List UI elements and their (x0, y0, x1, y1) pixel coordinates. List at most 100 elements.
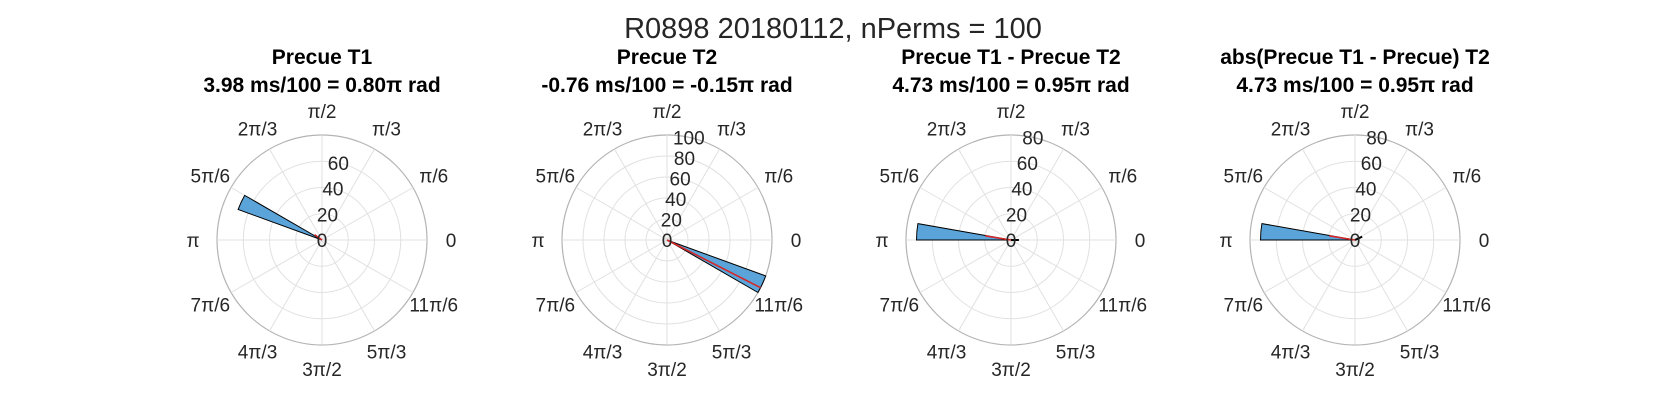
theta-tick-label: 2π/3 (583, 119, 623, 140)
theta-tick-label: 0 (1479, 231, 1490, 252)
r-tick-label: 60 (1017, 154, 1038, 175)
theta-tick-label: π/3 (717, 119, 746, 140)
theta-tick-label: 4π/3 (583, 343, 623, 364)
grid-spoke (958, 239, 1012, 332)
theta-tick-label: 11π/6 (1442, 296, 1491, 317)
r-tick-label: 20 (661, 210, 682, 231)
grid-spoke (614, 148, 668, 241)
theta-tick-label: π/3 (372, 119, 401, 140)
theta-tick-label: 5π/3 (1056, 343, 1096, 364)
mean-resultant-line (984, 235, 1012, 241)
grid-spoke (666, 148, 720, 241)
theta-tick-label: 5π/6 (1224, 167, 1264, 188)
theta-tick-label: π/2 (1341, 102, 1370, 123)
r-tick-label: 0 (1006, 231, 1017, 252)
theta-tick-label: π (1219, 231, 1232, 252)
grid-spoke (269, 148, 323, 241)
panel-title: abs(Precue T1 - Precue) T2 (1220, 46, 1490, 69)
grid-spoke (666, 187, 759, 241)
polar-panel-2: Precue T2-0.76 ms/100 = -0.15π rad020406… (531, 46, 803, 381)
r-tick-label: 80 (1022, 128, 1043, 149)
panel-subtitle: 4.73 ms/100 = 0.95π rad (892, 74, 1129, 97)
theta-tick-label: π/3 (1405, 119, 1434, 140)
r-tick-label: 20 (1350, 205, 1371, 226)
r-tick-label: 40 (1011, 180, 1032, 201)
mean-resultant-line (666, 239, 761, 289)
theta-tick-label: π (186, 231, 199, 252)
grid-spoke (321, 187, 414, 241)
theta-tick-label: π/3 (1061, 119, 1090, 140)
theta-tick-label: 5π/3 (1400, 343, 1440, 364)
grid-spoke (1354, 239, 1408, 332)
grid-spoke (1010, 239, 1103, 293)
panel-subtitle: 3.98 ms/100 = 0.80π rad (203, 74, 440, 97)
polar-panel-1: Precue T1 3.98 ms/100 = 0.80π rad 0 20 40 60 0… (186, 46, 458, 381)
theta-tick-label: 7π/6 (536, 296, 576, 317)
polar-panel-4: abs(Precue T1 - Precue) T2 4.73 ms/100 = … (1219, 46, 1491, 381)
theta-tick-label: π (875, 231, 888, 252)
theta-tick-label: 3π/2 (1335, 360, 1375, 381)
theta-tick-label: 11π/6 (754, 296, 803, 317)
theta-tick-label: 0 (446, 231, 457, 252)
grid-spoke (1354, 239, 1447, 293)
r-tick-label: 20 (317, 205, 338, 226)
theta-tick-label: 2π/3 (238, 119, 278, 140)
theta-tick-label: π/2 (997, 102, 1026, 123)
theta-tick-label: 11π/6 (409, 296, 458, 317)
r-tick-label: 60 (1361, 154, 1382, 175)
grid-spoke (1263, 239, 1356, 293)
theta-tick-label: 3π/2 (991, 360, 1031, 381)
r-tick-label: 60 (328, 154, 349, 175)
theta-tick-label: π/6 (1452, 167, 1481, 188)
theta-tick-label: 7π/6 (1224, 296, 1264, 317)
grid-spoke (919, 239, 1012, 293)
r-tick-label: 100 (673, 128, 705, 149)
theta-tick-label: 0 (1135, 231, 1146, 252)
r-tick-label: 20 (1006, 205, 1027, 226)
grid-spoke (1302, 148, 1356, 241)
theta-tick-label: 2π/3 (1271, 119, 1311, 140)
theta-tick-label: π/6 (764, 167, 793, 188)
theta-tick-label: π/2 (308, 102, 337, 123)
r-tick-label: 60 (670, 169, 691, 190)
r-tick-label: 80 (1366, 128, 1387, 149)
polar-panels: Precue T13.98 ms/100 = 0.80π rad02040600… (186, 46, 1491, 381)
grid-spoke (1263, 187, 1356, 241)
theta-tick-label: 11π/6 (1098, 296, 1147, 317)
theta-tick-label: 5π/6 (880, 167, 920, 188)
grid-spoke (1010, 148, 1064, 241)
theta-tick-label: 4π/3 (927, 343, 967, 364)
r-tick-label: 0 (1350, 231, 1361, 252)
panel-title: Precue T2 (617, 46, 717, 69)
theta-tick-label: 5π/3 (367, 343, 407, 364)
theta-tick-label: π/6 (419, 167, 448, 188)
theta-tick-label: 3π/2 (302, 360, 342, 381)
panel-title: Precue T1 - Precue T2 (901, 46, 1120, 69)
grid-spoke (230, 239, 323, 293)
grid-spoke (958, 148, 1012, 241)
histogram-bin (237, 194, 323, 241)
grid-spoke (1302, 239, 1356, 332)
theta-tick-label: 3π/2 (647, 360, 687, 381)
mean-resultant-line (314, 233, 323, 241)
panel-title: Precue T1 (272, 46, 373, 69)
grid-spoke (1354, 187, 1447, 241)
r-tick-label: 80 (674, 149, 695, 170)
theta-tick-label: 2π/3 (927, 119, 967, 140)
grid-spoke (321, 148, 375, 241)
grid-spoke (269, 239, 323, 332)
grid-spoke (321, 239, 414, 293)
mean-resultant-line (1328, 235, 1356, 241)
theta-tick-label: 4π/3 (1271, 343, 1311, 364)
grid-spoke (666, 239, 720, 332)
figure-title: R0898 20180112, nPerms = 100 (624, 13, 1042, 45)
resultant-tail (1354, 235, 1363, 241)
r-tick-label: 40 (665, 190, 686, 211)
polar-panel-3: Precue T1 - Precue T2 4.73 ms/100 = 0.95π… (875, 46, 1147, 381)
theta-tick-label: π/2 (653, 102, 682, 123)
grid-spoke (575, 187, 668, 241)
theta-tick-label: 4π/3 (238, 343, 278, 364)
r-tick-label: 40 (1355, 180, 1376, 201)
r-tick-label: 0 (317, 231, 328, 252)
